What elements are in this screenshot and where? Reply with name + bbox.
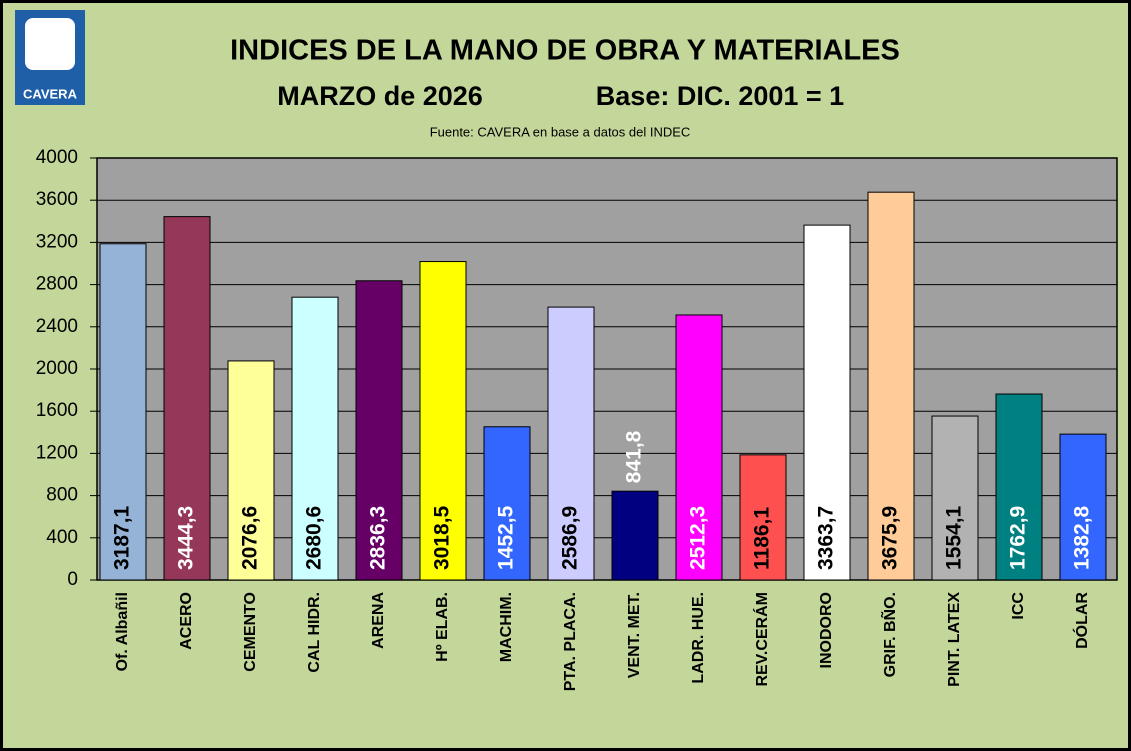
x-tick-label: CEMENTO bbox=[242, 592, 259, 672]
x-tick-label: PINT. LATEX bbox=[946, 592, 963, 687]
x-tick-label: ACERO bbox=[178, 592, 195, 650]
value-label: 3675,9 bbox=[879, 506, 902, 570]
value-label: 3444,3 bbox=[175, 506, 198, 570]
x-tick-label: ICC bbox=[1010, 592, 1027, 620]
value-label: 3363,7 bbox=[815, 506, 838, 570]
bar bbox=[355, 280, 403, 581]
bar bbox=[163, 216, 211, 581]
x-tick-label: Of. Albañil bbox=[114, 592, 131, 671]
bar bbox=[547, 306, 595, 581]
x-tick-label: DÓLAR bbox=[1072, 592, 1091, 649]
x-tick-label: GRIF. BÑO. bbox=[879, 592, 899, 677]
bar bbox=[611, 490, 659, 581]
bar bbox=[419, 261, 467, 581]
value-label: 841,8 bbox=[623, 430, 646, 483]
bar bbox=[931, 415, 979, 581]
x-tick-label: INODORO bbox=[818, 592, 835, 668]
bar bbox=[227, 360, 275, 581]
x-tick-label: PTA. PLACA. bbox=[562, 592, 579, 691]
bar bbox=[1059, 433, 1107, 581]
value-label: 2586,9 bbox=[559, 506, 582, 570]
x-tick-label: CAL HIDR. bbox=[306, 592, 323, 673]
x-tick-label: REV.CERÁM bbox=[752, 592, 771, 687]
y-tick-label: 3200 bbox=[36, 231, 78, 252]
value-label: 2076,6 bbox=[239, 506, 262, 570]
bar bbox=[675, 314, 723, 581]
chart-title: INDICES DE LA MANO DE OBRA Y MATERIALES bbox=[230, 35, 900, 67]
value-label: 2680,6 bbox=[303, 506, 326, 570]
y-tick-label: 800 bbox=[46, 485, 78, 506]
logo-mark bbox=[25, 18, 75, 70]
x-tick-label: VENT. MET. bbox=[626, 592, 643, 678]
value-label: 1186,1 bbox=[751, 507, 774, 570]
x-tick-label: Hº ELAB. bbox=[434, 592, 451, 662]
bar bbox=[867, 191, 915, 581]
base-note: Base: DIC. 2001 = 1 bbox=[596, 81, 844, 111]
value-label: 1762,9 bbox=[1007, 506, 1030, 570]
y-tick-label: 1200 bbox=[36, 442, 78, 463]
y-tick-label: 4000 bbox=[36, 147, 78, 168]
bar bbox=[99, 243, 147, 581]
value-label: 1382,8 bbox=[1071, 505, 1094, 570]
y-tick-label: 2800 bbox=[36, 274, 78, 295]
source-note: Fuente: CAVERA en base a datos del INDEC bbox=[430, 124, 691, 139]
y-tick-label: 1600 bbox=[36, 400, 78, 421]
y-tick-label: 2400 bbox=[36, 316, 78, 337]
logo: CAVERA bbox=[15, 10, 85, 105]
value-label: 1554,1 bbox=[943, 505, 966, 570]
value-label: 3018,5 bbox=[431, 505, 454, 570]
x-tick-label: LADR. HUE. bbox=[690, 592, 707, 684]
y-tick-label: 3600 bbox=[36, 189, 78, 210]
y-tick-label: 0 bbox=[67, 569, 78, 590]
value-label: 2512,3 bbox=[687, 506, 710, 570]
bar bbox=[803, 224, 851, 581]
value-label: 2836,3 bbox=[367, 506, 390, 570]
value-label: 1452,5 bbox=[495, 505, 518, 570]
x-tick-label: ARENA bbox=[370, 592, 387, 649]
y-tick-label: 400 bbox=[46, 527, 78, 548]
value-label: 3187,1 bbox=[111, 505, 134, 570]
chart-subtitle: MARZO de 2026 bbox=[277, 81, 483, 111]
bar bbox=[995, 393, 1043, 581]
x-tick-label: MACHIM. bbox=[498, 592, 515, 662]
bar bbox=[483, 426, 531, 581]
y-tick-label: 2000 bbox=[36, 358, 78, 379]
bar bbox=[739, 454, 787, 581]
logo-text: CAVERA bbox=[23, 86, 78, 101]
bar bbox=[291, 296, 339, 581]
